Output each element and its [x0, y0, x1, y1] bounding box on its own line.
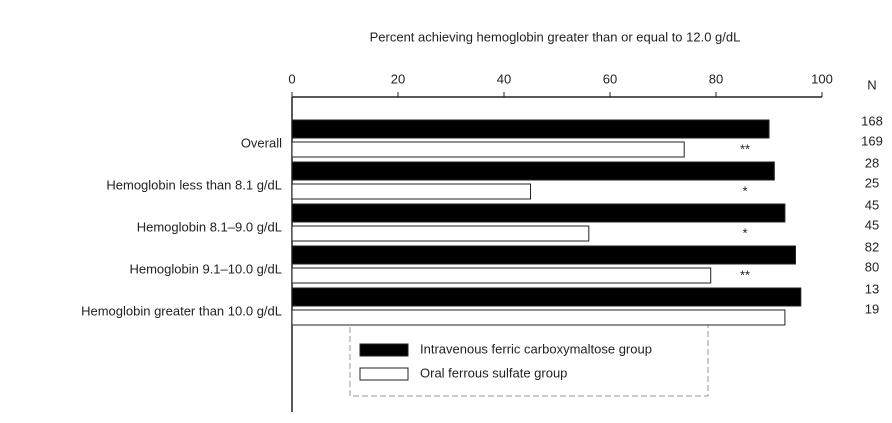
significance-mark: *: [742, 225, 747, 240]
bar: [291, 225, 590, 242]
x-tick-label: 40: [497, 71, 511, 86]
legend-label: Oral ferrous sulfate group: [420, 365, 567, 380]
n-value: 28: [865, 155, 879, 170]
n-value: 82: [865, 239, 879, 254]
legend-swatch: [359, 343, 409, 357]
n-value: 45: [865, 217, 879, 232]
bar: [291, 161, 775, 181]
x-tick-label: 0: [288, 71, 295, 86]
legend-label: Intravenous ferric carboxymaltose group: [420, 341, 652, 356]
x-tick-label: 100: [811, 71, 833, 86]
bar: [291, 183, 531, 200]
n-value: 80: [865, 259, 879, 274]
n-value: 168: [861, 113, 883, 128]
legend-box: [349, 319, 709, 397]
significance-mark: **: [740, 141, 750, 156]
significance-mark: **: [740, 267, 750, 282]
x-tick-label: 80: [709, 71, 723, 86]
bar: [291, 287, 802, 307]
n-header: N: [867, 77, 876, 92]
n-value: 169: [861, 133, 883, 148]
category-label: Hemoglobin greater than 10.0 g/dL: [81, 303, 282, 318]
bar: [291, 203, 786, 223]
chart-title: Percent achieving hemoglobin greater tha…: [370, 29, 741, 44]
category-label: Hemoglobin 9.1–10.0 g/dL: [129, 261, 282, 276]
legend-swatch: [359, 367, 409, 381]
bar: [291, 267, 712, 284]
bar: [291, 245, 796, 265]
n-value: 25: [865, 175, 879, 190]
n-value: 45: [865, 197, 879, 212]
x-tick-label: 60: [603, 71, 617, 86]
x-tick-label: 20: [391, 71, 405, 86]
bar: [291, 119, 770, 139]
bar: [291, 309, 786, 326]
significance-mark: *: [742, 183, 747, 198]
category-label: Hemoglobin less than 8.1 g/dL: [106, 177, 282, 192]
n-value: 13: [865, 281, 879, 296]
n-value: 19: [865, 301, 879, 316]
category-label: Hemoglobin 8.1–9.0 g/dL: [137, 219, 282, 234]
bar: [291, 141, 685, 158]
category-label: Overall: [241, 135, 282, 150]
